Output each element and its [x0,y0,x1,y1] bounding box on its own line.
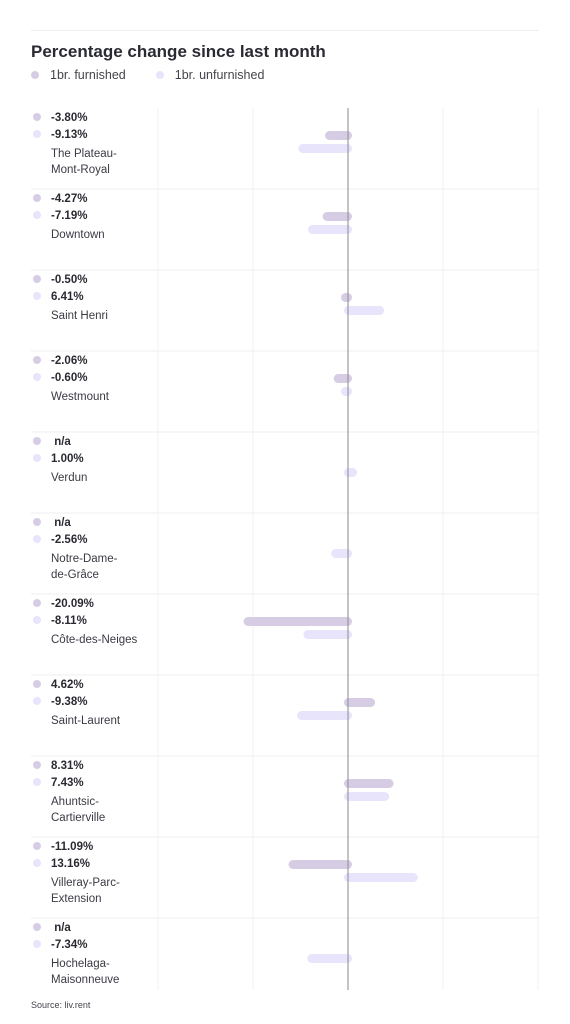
bar-unfurnished-hochelaga-maisonneuve [307,954,352,963]
bar-furnished-saint-henri [341,293,352,302]
series-dot-unfurnished [33,373,41,381]
series-dot-furnished [33,194,41,202]
value-label-unfurnished: 13.16% [51,858,90,870]
bar-furnished-c-te-des-neiges [243,617,352,626]
legend-item-furnished: 1br. furnished [31,68,126,82]
value-label-unfurnished: -7.34% [51,939,87,951]
value-label-unfurnished: -2.56% [51,534,87,546]
value-label-furnished: n/a [51,436,71,448]
series-dot-furnished [33,275,41,283]
bar-furnished-ahuntsic-cartierville [344,779,394,788]
legend-item-unfurnished: 1br. unfurnished [155,68,265,82]
bar-furnished-westmount [333,374,352,383]
category-label: Côte-des-Neiges [51,634,138,646]
series-dot-furnished [33,923,41,931]
chart-plot: -3.80% -9.13% The Plateau- Mont-Royal -4.27%… [31,108,539,990]
value-label-furnished: -0.50% [51,274,87,286]
value-label-furnished: 8.31% [51,760,84,772]
series-dot-furnished [33,761,41,769]
category-label: Hochelaga- [51,958,110,970]
series-dot-furnished [33,113,41,121]
value-label-unfurnished: -0.60% [51,372,87,384]
series-dot-furnished [33,680,41,688]
value-label-furnished: -4.27% [51,193,87,205]
bar-furnished-villeray-parc-extension [288,860,352,869]
bar-unfurnished-villeray-parc-extension [344,873,418,882]
series-dot-unfurnished [33,211,41,219]
chart-title: Percentage change since last month [31,42,326,61]
value-label-furnished: -20.09% [51,598,94,610]
series-dot-furnished [33,599,41,607]
legend-label-furnished: 1br. furnished [50,68,126,82]
value-label-unfurnished: 1.00% [51,453,84,465]
bar-unfurnished-saint-laurent [297,711,352,720]
series-dot-unfurnished [33,940,41,948]
bar-unfurnished-c-te-des-neiges [303,630,352,639]
bar-unfurnished-the-plateau-mont-royal [298,144,352,153]
series-dot-unfurnished [33,292,41,300]
bar-unfurnished-notre-dame-de-gr-ce [331,549,352,558]
series-dot-furnished [33,842,41,850]
category-label: Notre-Dame- [51,553,118,565]
category-label: Cartierville [51,812,105,824]
series-dot-furnished [33,356,41,364]
series-dot-unfurnished [33,778,41,786]
category-label: Ahuntsic- [51,796,99,808]
series-dot-unfurnished [33,454,41,462]
value-label-unfurnished: 6.41% [51,291,84,303]
category-label: Mont-Royal [51,164,110,176]
series-dot-unfurnished [33,616,41,624]
value-label-furnished: -3.80% [51,112,87,124]
category-label: Downtown [51,229,105,241]
value-label-unfurnished: 7.43% [51,777,84,789]
value-label-furnished: -11.09% [51,841,93,853]
bar-furnished-saint-laurent [344,698,376,707]
category-label: Westmount [51,391,110,403]
series-dot-unfurnished [33,535,41,543]
source-note: Source: liv.rent [31,1000,91,1010]
bar-furnished-the-plateau-mont-royal [325,131,352,140]
category-label: Maisonneuve [51,974,119,986]
legend: 1br. furnished 1br. unfurnished [31,68,264,82]
category-label: Extension [51,893,102,905]
top-divider [31,30,539,31]
category-label: Saint Henri [51,310,108,322]
legend-label-unfurnished: 1br. unfurnished [174,68,265,82]
bar-unfurnished-ahuntsic-cartierville [344,792,390,801]
category-label: The Plateau- [51,148,117,160]
series-dot-unfurnished [33,697,41,705]
value-label-furnished: n/a [51,517,71,529]
series-dot-unfurnished [33,130,41,138]
category-label: Villeray-Parc- [51,877,120,889]
bar-unfurnished-saint-henri [344,306,385,315]
value-label-furnished: -2.06% [51,355,87,367]
value-label-unfurnished: -7.19% [51,210,87,222]
value-label-unfurnished: -8.11% [51,615,87,627]
bar-unfurnished-westmount [341,387,352,396]
bar-furnished-downtown [322,212,352,221]
value-label-unfurnished: -9.38% [51,696,87,708]
category-label: de-Grâce [51,569,99,581]
value-label-unfurnished: -9.13% [51,129,87,141]
category-label: Saint-Laurent [51,715,121,727]
bar-unfurnished-downtown [308,225,352,234]
bar-unfurnished-verdun [344,468,357,477]
series-dot-furnished [33,518,41,526]
legend-swatch-unfurnished [155,71,164,79]
value-label-furnished: 4.62% [51,679,84,691]
series-dot-unfurnished [33,859,41,867]
series-dot-furnished [33,437,41,445]
value-label-furnished: n/a [51,922,71,934]
legend-swatch-furnished [31,71,39,79]
category-label: Verdun [51,472,87,484]
